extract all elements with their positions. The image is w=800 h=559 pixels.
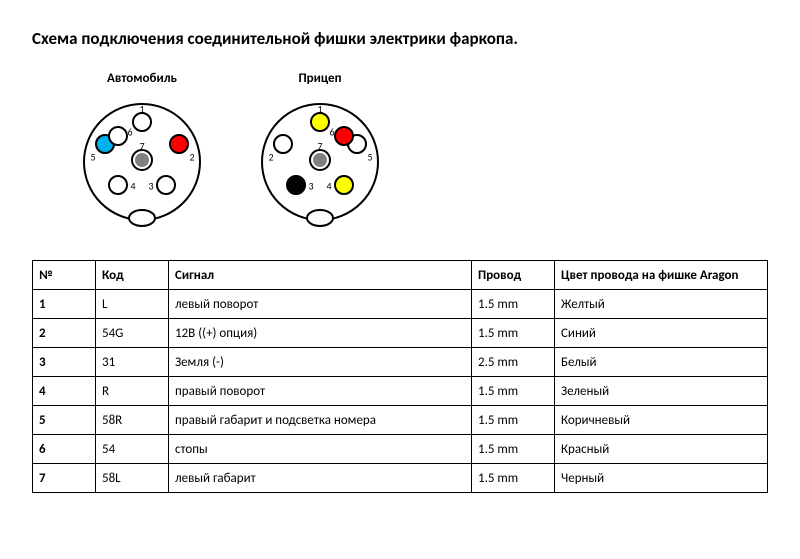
pin-number: 2 [189,150,194,163]
pin-number: 2 [268,150,273,163]
pin [287,176,305,194]
pin-number: 3 [308,179,313,192]
table-header-cell: № [33,261,96,290]
pin-number: 7 [139,139,144,152]
table-cell: левый габарит [169,464,472,493]
table-row: 4Rправый поворот1.5 mmЗеленый [33,377,768,406]
table-cell: Коричневый [555,406,768,435]
table-cell: 6 [33,435,96,464]
table-cell: 12В ((+) опция) [169,319,472,348]
pin-number: 4 [130,179,135,192]
pin-number: 5 [367,150,372,163]
pin [170,135,188,153]
table-cell: 2.5 mm [472,348,555,377]
pin [335,176,353,194]
pin [133,113,151,131]
table-cell: 1.5 mm [472,290,555,319]
table-cell: 1.5 mm [472,435,555,464]
table-cell: 54G [96,319,169,348]
table-cell: Белый [555,348,768,377]
pin-number: 5 [90,150,95,163]
page-title: Схема подключения соединительной фишки э… [32,28,768,49]
table-cell: L [96,290,169,319]
table-cell: левый поворот [169,290,472,319]
table-cell: 1.5 mm [472,464,555,493]
pin [109,176,127,194]
pin-number: 1 [317,102,322,115]
table-cell: правый поворот [169,377,472,406]
table-cell: 1.5 mm [472,377,555,406]
table-row: 558Rправый габарит и подсветка номера1.5… [33,406,768,435]
table-cell: стопы [169,435,472,464]
table-header-cell: Сигнал [169,261,472,290]
table-row: 1Lлевый поворот1.5 mmЖелтый [33,290,768,319]
table-header-cell: Цвет провода на фишке Aragon [555,261,768,290]
table-cell: 2 [33,319,96,348]
table-cell: Зеленый [555,377,768,406]
table-cell: 58L [96,464,169,493]
connector-diagram: 1 2 34 5 67 [250,92,390,232]
table-cell: R [96,377,169,406]
connector-unit: Автомобиль 1 2 34 5 67 [72,71,212,232]
pin-number: 1 [139,102,144,115]
table-cell: Синий [555,319,768,348]
pin [157,176,175,194]
table-cell: 58R [96,406,169,435]
table-row: 654стопы1.5 mmКрасный [33,435,768,464]
table-cell: 1.5 mm [472,319,555,348]
table-cell: 54 [96,435,169,464]
table-header-cell: Провод [472,261,555,290]
table-cell: Черный [555,464,768,493]
table-cell: Земля (-) [169,348,472,377]
table-cell: 3 [33,348,96,377]
pin [109,127,127,145]
pin-number: 3 [148,179,153,192]
pin [335,127,353,145]
table-cell: правый габарит и подсветка номера [169,406,472,435]
pin [274,135,292,153]
wiring-table: №КодСигналПроводЦвет провода на фишке Ar… [32,260,768,493]
pin-number: 6 [329,125,334,138]
connector-diagram: 1 2 34 5 67 [72,92,212,232]
diagrams-row: Автомобиль1234567Прицеп1234567 [72,71,768,232]
table-cell: 4 [33,377,96,406]
table-cell: 1.5 mm [472,406,555,435]
table-cell: Желтый [555,290,768,319]
table-cell: 31 [96,348,169,377]
connector-label: Автомобиль [107,71,177,86]
pin [311,113,329,131]
table-cell: 5 [33,406,96,435]
table-cell: Красный [555,435,768,464]
connector-label: Прицеп [298,71,341,86]
table-header-cell: Код [96,261,169,290]
table-cell: 7 [33,464,96,493]
pin-number: 7 [317,139,322,152]
table-cell: 1 [33,290,96,319]
table-row: 254G12В ((+) опция)1.5 mmСиний [33,319,768,348]
table-row: 331Земля (-)2.5 mmБелый [33,348,768,377]
pin-number: 4 [326,179,331,192]
pin-number: 6 [127,125,132,138]
connector-unit: Прицеп 1 2 34 5 67 [250,71,390,232]
table-row: 758Lлевый габарит1.5 mmЧерный [33,464,768,493]
